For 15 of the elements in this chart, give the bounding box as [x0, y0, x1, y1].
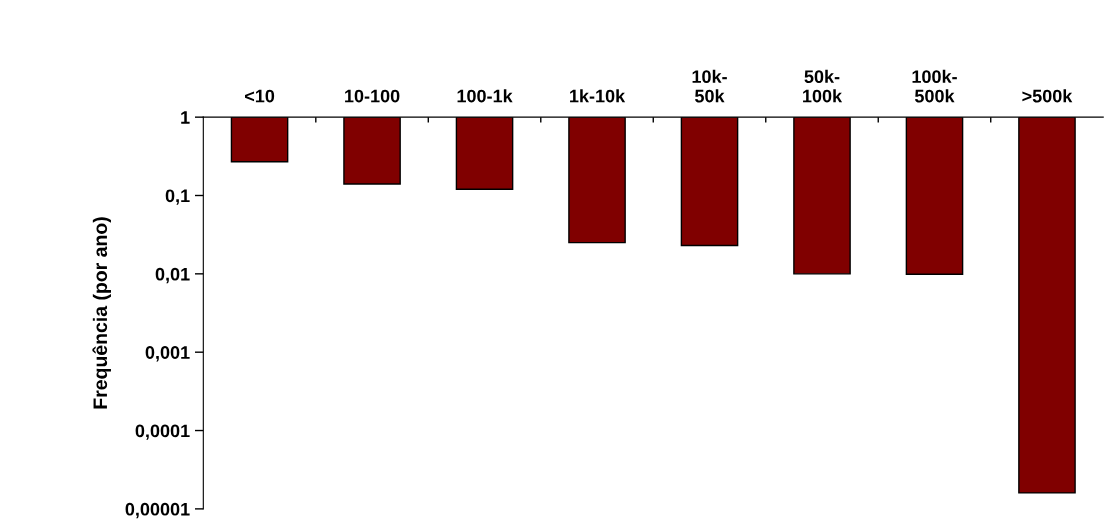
x-tick-label: 100-1k [457, 89, 513, 103]
x-tick-label: 50k- 100k [803, 69, 843, 103]
y-tick-label: 1 [181, 111, 190, 124]
x-tick-label: 100k- 500k [912, 69, 957, 103]
y-tick-label: 0,01 [155, 267, 190, 284]
x-tick-label: >500k [1022, 89, 1073, 103]
y-tick-label: 0,00001 [125, 502, 190, 519]
y-axis-title: Frequência (por ano) [92, 217, 111, 409]
x-tick-label: 10k- 50k [692, 69, 727, 103]
x-tick-label: 1k-10k [570, 89, 626, 103]
x-tick-label: <10 [245, 89, 275, 103]
y-tick-label: 0,1 [165, 189, 190, 205]
y-tick-label: 0,001 [145, 346, 190, 362]
y-tick-label: 0,0001 [135, 424, 190, 440]
x-tick-label: 10-100 [345, 89, 400, 103]
